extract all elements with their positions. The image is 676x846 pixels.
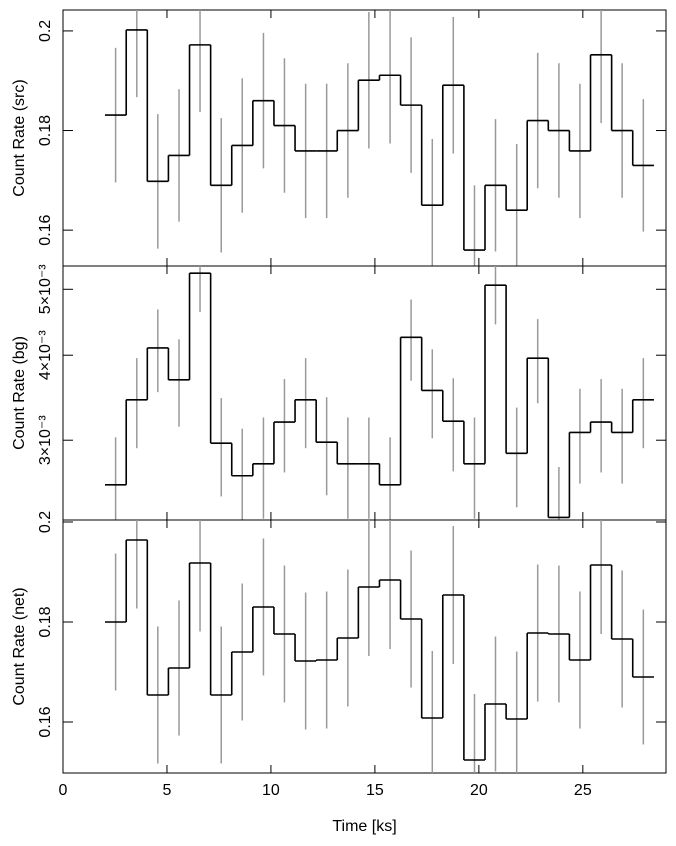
plot-frame: [62, 519, 667, 774]
y-tick-label: 0.16: [37, 214, 54, 245]
y-tick-label: 3×10⁻³: [37, 415, 54, 465]
plot-frame: [62, 265, 667, 521]
x-tick-label: 10: [262, 782, 280, 799]
x-tick-label: 5: [163, 782, 172, 799]
plot-frame: [62, 9, 667, 267]
y-axis-label: Count Rate (src): [11, 79, 28, 196]
y-tick-label: 0.18: [37, 606, 54, 637]
y-tick-label: 5×10⁻³: [37, 264, 54, 314]
x-tick-label: 0: [59, 782, 68, 799]
x-axis-label: Time [ks]: [332, 818, 396, 835]
x-tick-label: 15: [366, 782, 384, 799]
y-tick-label: 0.2: [37, 511, 54, 533]
x-tick-label: 25: [574, 782, 592, 799]
y-tick-label: 0.16: [37, 706, 54, 737]
y-tick-label: 0.2: [37, 20, 54, 42]
y-axis-label: Count Rate (net): [11, 587, 28, 705]
x-tick-label: 20: [470, 782, 488, 799]
y-axis-label: Count Rate (bg): [11, 336, 28, 450]
y-tick-label: 0.18: [37, 115, 54, 146]
y-tick-label: 4×10⁻³: [37, 330, 54, 380]
